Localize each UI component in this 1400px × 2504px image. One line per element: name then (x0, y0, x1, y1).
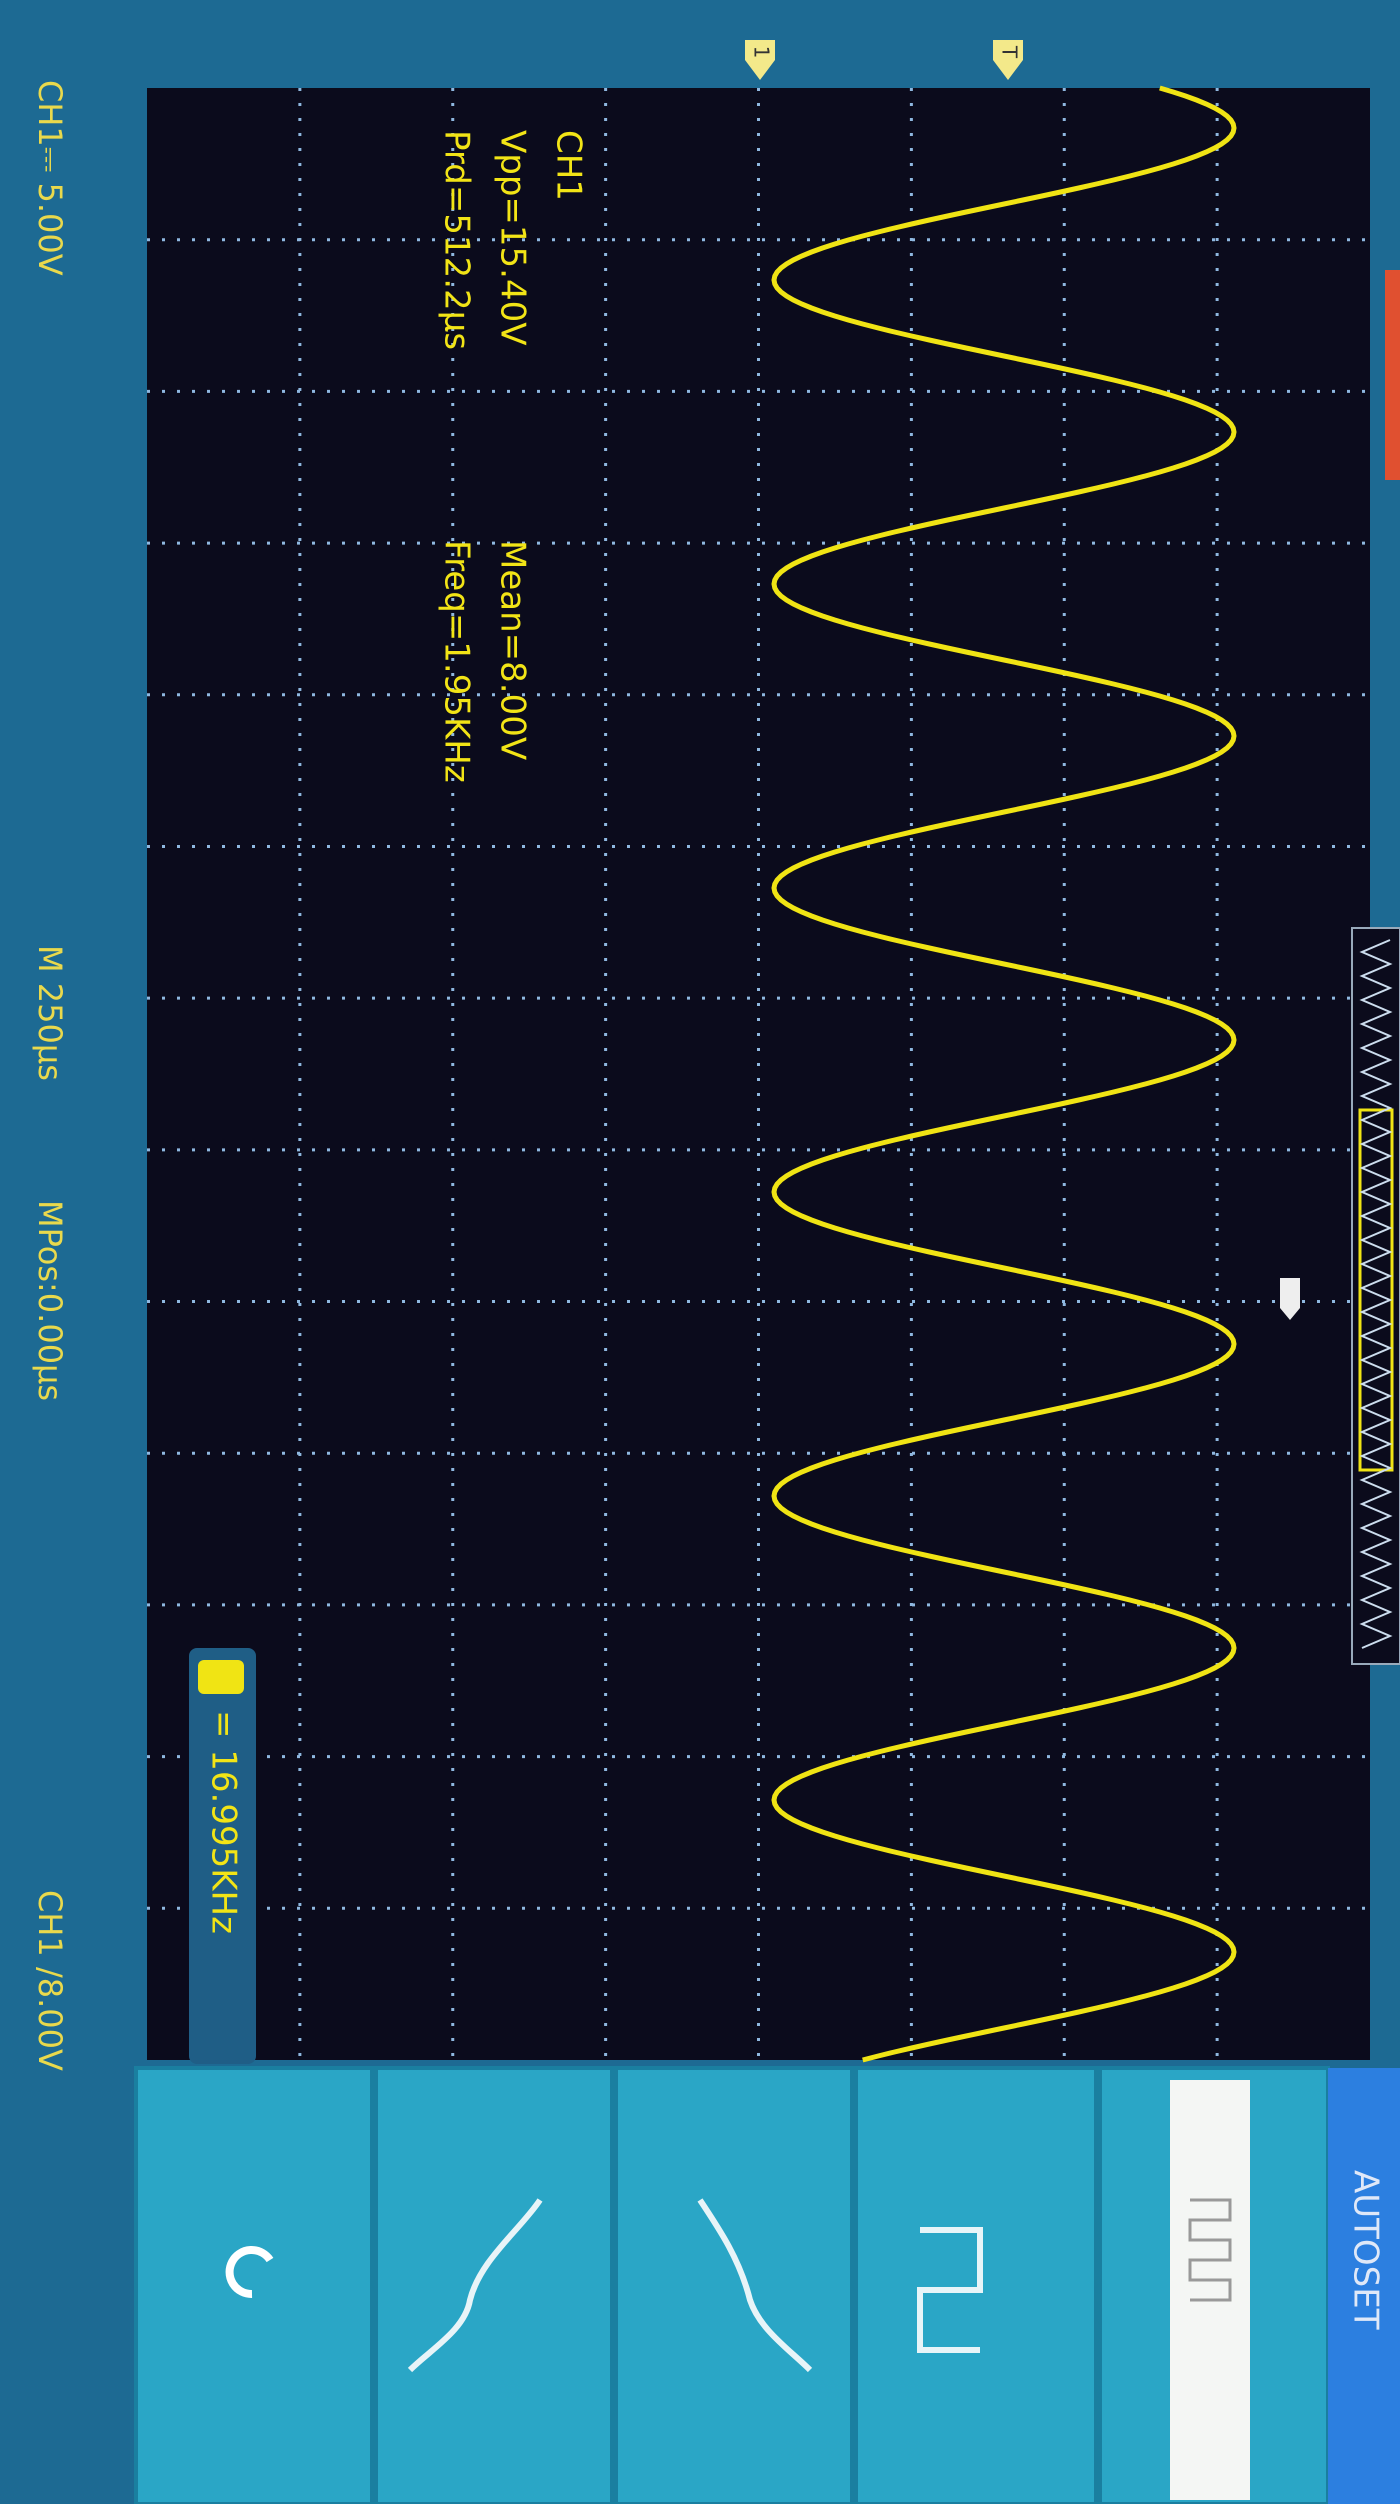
trigger-setting: CH1 /8.00V (31, 1890, 69, 2071)
trigger-marker-label: T (998, 45, 1022, 59)
video-icon (1188, 2198, 1232, 2302)
memory-window (1358, 1108, 1394, 1472)
falling-edge-icon (407, 2198, 543, 2373)
autoset-button[interactable] (1328, 2068, 1400, 2504)
meas-channel: CH1 (549, 130, 589, 201)
channel-marker (745, 40, 775, 80)
video-selected (1170, 2080, 1250, 2500)
timebase: M 250µs (31, 945, 69, 1081)
memory-wave (1359, 939, 1393, 1649)
trigger-freq: = 16.995KHz (204, 1710, 244, 1934)
channel-marker-label: 1 (750, 46, 774, 59)
menu: AUTOSET (134, 2066, 1400, 2504)
ch1-scale: CH1⎓ 5.00V (31, 80, 69, 276)
meas-vpp: Vpp=15.40V (493, 130, 533, 346)
rising-edge-icon (697, 2198, 813, 2373)
trigger-marker (993, 40, 1023, 80)
pulse-button[interactable] (854, 2066, 1098, 2504)
falling-edge-button[interactable] (374, 2066, 614, 2504)
back-icon (225, 2246, 274, 2299)
back-button[interactable] (134, 2066, 374, 2504)
meas-mean: Mean=8.00V (493, 540, 533, 760)
rising-edge-button[interactable] (614, 2066, 854, 2504)
mpos: MPos:0.00µs (31, 1200, 69, 1401)
waveform (771, 85, 1237, 2063)
plot-area (147, 88, 1370, 2060)
meas-freq: Freq=1.95KHz (437, 540, 477, 783)
meas-prd: Prd=512.2µs (437, 130, 477, 350)
trigger-freq-box (189, 1648, 256, 2064)
trigger-icon (198, 1660, 244, 1694)
indicator (1385, 270, 1400, 480)
pulse-icon (917, 2227, 983, 2353)
autoset-label: AUTOSET (1346, 2170, 1386, 2330)
trigger-position (1280, 1278, 1300, 1320)
